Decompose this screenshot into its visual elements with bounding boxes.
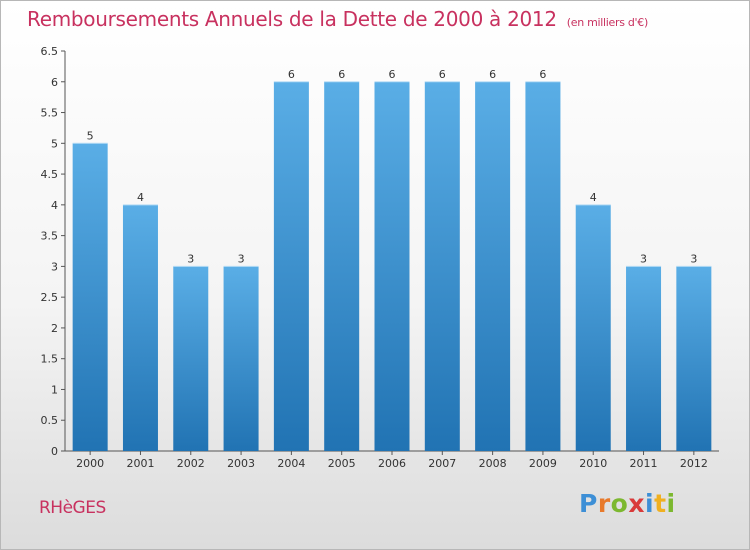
data-label: 6 — [338, 68, 345, 81]
bar-group: 4 — [575, 191, 611, 451]
bar-group: 3 — [676, 252, 712, 451]
bar-group: 3 — [223, 252, 259, 451]
logo-letter: i — [666, 489, 676, 518]
x-tick-label: 2001 — [126, 457, 154, 470]
x-tick-label: 2007 — [428, 457, 456, 470]
data-label: 5 — [87, 129, 94, 142]
chart-title: Remboursements Annuels de la Dette de 20… — [27, 7, 648, 31]
bar-group: 6 — [525, 68, 561, 452]
y-tick-label: 5 — [51, 137, 58, 150]
y-tick-label: 5.5 — [41, 107, 59, 120]
bar — [223, 266, 259, 451]
bar — [122, 204, 158, 451]
x-tick-label: 2003 — [227, 457, 255, 470]
data-label: 3 — [187, 252, 194, 265]
bar — [324, 81, 360, 452]
chart-subtitle: (en milliers d'€) — [566, 16, 648, 29]
data-label: 3 — [640, 252, 647, 265]
bar — [374, 81, 410, 452]
y-tick-label: 0.5 — [41, 414, 59, 427]
data-label: 4 — [137, 191, 144, 204]
y-tick-label: 1.5 — [41, 353, 59, 366]
bar — [424, 81, 460, 452]
data-label: 4 — [590, 191, 597, 204]
x-tick-label: 2010 — [579, 457, 607, 470]
x-tick-label: 2004 — [277, 457, 305, 470]
bar — [72, 143, 108, 452]
bar-group: 6 — [273, 68, 309, 452]
logo-letter: x — [628, 489, 645, 518]
logo-letter: P — [579, 489, 598, 518]
y-tick-label: 4.5 — [41, 168, 59, 181]
y-tick-label: 4 — [51, 199, 58, 212]
x-tick-label: 2011 — [630, 457, 658, 470]
y-tick-label: 6.5 — [41, 45, 59, 58]
x-tick-label: 2008 — [479, 457, 507, 470]
data-label: 3 — [690, 252, 697, 265]
bar — [525, 81, 561, 452]
commune-name: RHèGES — [39, 498, 106, 518]
y-tick-label: 0 — [51, 445, 58, 458]
x-tick-label: 2012 — [680, 457, 708, 470]
data-label: 6 — [389, 68, 396, 81]
bar-group: 6 — [374, 68, 410, 452]
y-tick-label: 1 — [51, 383, 58, 396]
bar-group: 3 — [626, 252, 662, 451]
bar-group: 6 — [424, 68, 460, 452]
logo-letter: t — [654, 489, 667, 518]
x-tick-label: 2005 — [328, 457, 356, 470]
data-label: 6 — [539, 68, 546, 81]
data-label: 6 — [489, 68, 496, 81]
bar-group: 5 — [72, 129, 108, 452]
bar — [475, 81, 511, 452]
x-tick-label: 2006 — [378, 457, 406, 470]
logo-letter: i — [645, 489, 655, 518]
bar-group: 6 — [324, 68, 360, 452]
y-tick-label: 2 — [51, 322, 58, 335]
y-tick-label: 3.5 — [41, 230, 59, 243]
bar — [575, 204, 611, 451]
y-tick-label: 2.5 — [41, 291, 59, 304]
bar — [676, 266, 712, 451]
x-tick-label: 2000 — [76, 457, 104, 470]
proxiti-logo: Proxiti — [579, 489, 676, 518]
data-label: 6 — [439, 68, 446, 81]
bar — [173, 266, 209, 451]
y-tick-label: 3 — [51, 260, 58, 273]
logo-letter: o — [610, 489, 629, 518]
chart-bars: 5 4 3 3 6 6 6 6 6 6 4 3 3 — [72, 68, 712, 452]
bar-group: 4 — [122, 191, 158, 451]
chart-axes: 0 0.5 1 1.5 2 2.5 3 3.5 4 4.5 5 5.5 6 6.5 2000 2001 2002… — [41, 45, 719, 470]
bar-group: 6 — [475, 68, 511, 452]
bar-group: 3 — [173, 252, 209, 451]
bar — [626, 266, 662, 451]
data-label: 3 — [238, 252, 245, 265]
logo-letter: r — [597, 489, 611, 518]
bar — [273, 81, 309, 452]
y-tick-label: 6 — [51, 76, 58, 89]
data-label: 6 — [288, 68, 295, 81]
x-tick-label: 2002 — [177, 457, 205, 470]
chart-title-text: Remboursements Annuels de la Dette de 20… — [27, 7, 557, 31]
x-tick-label: 2009 — [529, 457, 557, 470]
